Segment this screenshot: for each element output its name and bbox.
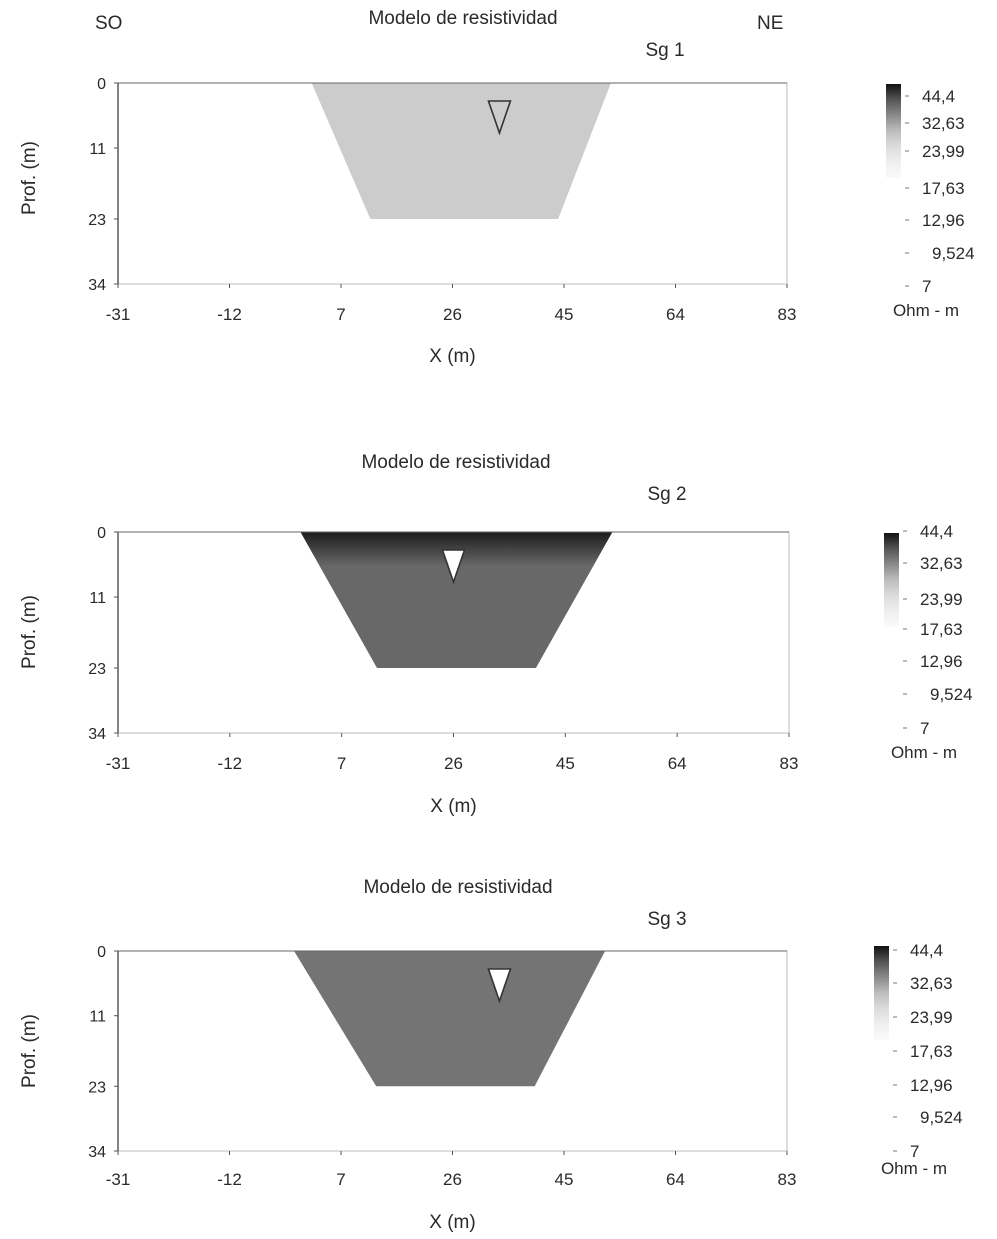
panel-label: Sg 1	[645, 40, 684, 61]
colorbar-label: 44,4	[922, 87, 955, 106]
panel-label: Sg 2	[647, 484, 686, 505]
y-tick-label: 11	[89, 590, 106, 607]
y-axis-label: Prof. (m)	[19, 595, 40, 669]
colorbar-unit: Ohm - m	[893, 301, 959, 320]
chart-title: Modelo de resistividad	[368, 8, 557, 29]
marker-triangle	[441, 549, 466, 585]
colorbar-unit: Ohm - m	[881, 1159, 947, 1178]
x-tick-label: 64	[666, 1170, 685, 1189]
x-tick-label: 83	[778, 1170, 797, 1189]
y-tick-label: 11	[89, 141, 106, 158]
chart-title: Modelo de resistividad	[361, 452, 550, 473]
y-tick-label: 11	[89, 1009, 106, 1026]
colorbar-label: 7	[910, 1142, 919, 1161]
model-section	[300, 532, 613, 668]
colorbar-label: 44,4	[910, 941, 943, 960]
colorbar-label: 17,63	[920, 620, 963, 639]
colorbar-label: 12,96	[922, 211, 965, 230]
y-tick-label: 0	[97, 525, 106, 542]
colorbar-label: 7	[922, 277, 931, 296]
colorbar-label: 32,63	[922, 114, 965, 133]
x-tick-label: 45	[556, 754, 575, 773]
x-axis-label: X (m)	[429, 346, 475, 367]
model-section	[311, 83, 611, 219]
x-tick-label: -12	[217, 1170, 242, 1189]
colorbar-label: 12,96	[910, 1076, 953, 1095]
colorbar-label: 32,63	[920, 554, 963, 573]
x-axis-label: X (m)	[430, 796, 476, 817]
x-tick-label: 45	[555, 305, 574, 324]
x-tick-label: 83	[778, 305, 797, 324]
model-section	[294, 951, 606, 1087]
colorbar	[884, 533, 899, 627]
colorbar-label: 12,96	[920, 652, 963, 671]
chart-panels: Modelo de resistividad Sg 1 -31 -12 7 26 45 64 8…	[19, 8, 975, 1233]
colorbar-label: 44,4	[920, 522, 953, 541]
chart-title: Modelo de resistividad	[363, 877, 552, 898]
direction-label-southwest: SO	[95, 13, 122, 34]
x-tick-label: 64	[666, 305, 685, 324]
x-axis-label: X (m)	[429, 1212, 475, 1233]
colorbar	[874, 946, 889, 1040]
chart-panel-2: Modelo de resistividad Sg 2 -31 -12 7 26 45 64 8…	[19, 452, 973, 817]
marker-triangle	[487, 968, 512, 1004]
colorbar-label: 9,524	[930, 685, 973, 704]
x-tick-label: -12	[218, 754, 243, 773]
y-tick-label: 0	[97, 76, 106, 93]
direction-label-northeast: NE	[757, 13, 783, 34]
x-tick-label: 26	[443, 305, 462, 324]
colorbar-label: 9,524	[920, 1108, 963, 1127]
colorbar-label: 17,63	[910, 1042, 953, 1061]
colorbar-label: 7	[920, 719, 929, 738]
x-tick-label: -31	[106, 754, 131, 773]
chart-panel-1: Modelo de resistividad Sg 1 -31 -12 7 26 45 64 8…	[19, 8, 975, 367]
colorbar-label: 32,63	[910, 974, 953, 993]
chart-panel-3: Modelo de resistividad Sg 3 -31 -12 7 26 45 64 8…	[19, 877, 963, 1233]
x-tick-label: 45	[555, 1170, 574, 1189]
y-tick-label: 34	[88, 1144, 106, 1161]
y-tick-label: 23	[88, 212, 106, 229]
y-tick-label: 34	[88, 726, 106, 743]
x-tick-label: 26	[443, 1170, 462, 1189]
y-tick-label: 23	[88, 1079, 106, 1096]
x-tick-label: 83	[780, 754, 799, 773]
x-tick-label: 7	[336, 1170, 345, 1189]
x-tick-label: 7	[337, 754, 346, 773]
x-tick-label: 64	[668, 754, 687, 773]
y-axis-label: Prof. (m)	[19, 141, 40, 215]
marker-triangle	[487, 100, 512, 136]
y-tick-label: 0	[97, 944, 106, 961]
colorbar-label: 9,524	[932, 244, 975, 263]
x-tick-label: -12	[217, 305, 242, 324]
x-tick-label: -31	[106, 1170, 131, 1189]
colorbar-label: 23,99	[922, 142, 965, 161]
y-tick-label: 23	[88, 661, 106, 678]
y-axis-label: Prof. (m)	[19, 1014, 40, 1088]
colorbar-label: 23,99	[920, 590, 963, 609]
colorbar-label: 17,63	[922, 179, 965, 198]
colorbar-unit: Ohm - m	[891, 743, 957, 762]
panel-label: Sg 3	[647, 909, 686, 930]
x-tick-label: -31	[106, 305, 131, 324]
x-tick-label: 26	[444, 754, 463, 773]
colorbar-label: 23,99	[910, 1008, 953, 1027]
y-tick-label: 34	[88, 277, 106, 294]
colorbar	[886, 84, 901, 178]
x-tick-label: 7	[336, 305, 345, 324]
